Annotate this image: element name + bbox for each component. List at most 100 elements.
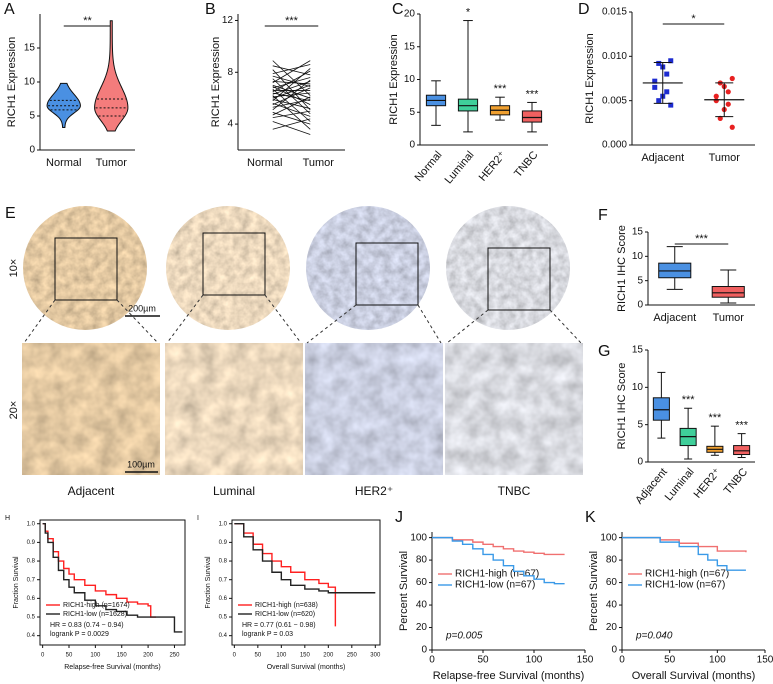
tissue-core-image <box>446 206 570 330</box>
x-tick-label: Adjacent <box>653 312 696 324</box>
panel-f: F RICH1 IHC Score 0 5 10 15 Adjacent Tumor *** <box>598 207 755 324</box>
significance-label: ** <box>83 15 92 27</box>
column-label: HER2⁺ <box>355 484 393 498</box>
y-tick-label: 5 <box>29 111 35 122</box>
annotation: HR = 0.83 (0.74 − 0.94) <box>50 622 124 629</box>
pair-line <box>272 70 311 93</box>
legend-label: RICH1-high (n=638) <box>255 602 318 609</box>
panel-label: G <box>598 343 610 360</box>
x-tick-label: 150 <box>577 655 594 666</box>
y-tick-label: 8 <box>227 67 233 78</box>
panel-e: E Adjacent Luminal HER2⁺ TNBC 10× 20× 200µm 100µ… <box>5 205 583 498</box>
x-tick-label: 100 <box>276 653 287 659</box>
panel-label: F <box>598 207 608 224</box>
x-tick-label: Luminal <box>443 149 477 186</box>
zoom-guide <box>306 304 357 344</box>
x-tick-label: 50 <box>66 653 73 659</box>
panel-b: B RICH1 Expression 4 8 12 Normal Tumor *** <box>205 1 345 169</box>
panel-j: J Percent Survival 0 20 40 60 80 100 0 50 100 150 Re… <box>395 509 594 682</box>
y-tick-label: 40 <box>416 600 428 611</box>
x-tick-label: 0 <box>619 655 625 666</box>
y-tick-label: 0 <box>421 645 427 656</box>
x-tick-label: 0 <box>233 653 237 659</box>
survival-curve <box>432 536 565 585</box>
y-tick-label: 0 <box>611 645 617 656</box>
y-tick-label: 12 <box>222 15 234 26</box>
column-label: TNBC <box>498 484 531 498</box>
pair-line <box>272 102 311 117</box>
x-tick-label: Tumor <box>709 152 741 164</box>
x-tick-label: 100 <box>90 653 101 659</box>
x-tick-label: 250 <box>347 653 358 659</box>
data-point <box>725 89 731 95</box>
y-tick-label: 0.000 <box>602 140 627 151</box>
x-tick-label: 200 <box>323 653 334 659</box>
scale-bar-label: 100µm <box>127 459 155 469</box>
survival-curve <box>42 523 183 633</box>
significance-label: *** <box>494 83 508 95</box>
pair-line <box>272 99 311 108</box>
x-tick-label: 150 <box>117 653 128 659</box>
annotation: p=0.040 <box>635 631 673 642</box>
y-axis-label: Fraction Survival <box>13 556 20 609</box>
x-tick-label: 0 <box>41 653 45 659</box>
x-tick-label: HER2⁺ <box>477 149 509 184</box>
tissue-core-image <box>166 206 290 330</box>
box <box>652 397 670 421</box>
box <box>521 110 543 123</box>
survival-curve <box>42 523 156 618</box>
y-tick-label: 100 <box>600 532 617 543</box>
panel-h: H Fraction Survival 0.4 0.5 0.6 0.7 0.8 0.9 1.0 0… <box>5 515 186 671</box>
zoom-box <box>202 232 266 296</box>
pair-line <box>272 118 311 130</box>
y-tick-label: 20 <box>606 622 618 633</box>
x-tick-label: Adjacent <box>641 152 684 164</box>
zoom-guide <box>116 299 159 344</box>
pair-line <box>272 77 311 89</box>
box <box>457 98 479 112</box>
survival-curve <box>234 523 376 594</box>
pair-line <box>272 99 311 109</box>
y-tick-label: 0.6 <box>219 596 228 602</box>
x-tick-label: Normal <box>46 157 81 169</box>
violin <box>94 20 129 132</box>
y-axis-label: RICH1 Expression <box>388 34 400 124</box>
y-axis-label: RICH1 IHC Score <box>616 363 628 450</box>
significance-label: *** <box>285 15 299 27</box>
annotation: logrank P = 0.03 <box>242 631 293 638</box>
x-tick-label: 100 <box>526 655 543 666</box>
y-tick-label: 15 <box>632 345 644 356</box>
x-tick-label: TNBC <box>512 149 540 180</box>
legend-label: RICH1-low (n=67) <box>645 580 725 591</box>
y-tick-label: 15 <box>404 41 416 52</box>
panel-label: J <box>395 509 403 526</box>
y-axis-label: Percent Survival <box>588 551 600 631</box>
y-axis-label: RICH1 Expression <box>584 33 596 123</box>
box <box>711 286 745 298</box>
y-tick-label: 0.7 <box>27 577 36 583</box>
pair-line <box>272 79 311 111</box>
panel-i: I Fraction Survival 0.4 0.5 0.6 0.7 0.8 0.9 1.0 0… <box>197 515 381 671</box>
panel-label: E <box>5 205 16 222</box>
significance-label: *** <box>682 394 696 406</box>
data-point <box>652 78 658 84</box>
pair-line <box>272 112 311 125</box>
legend-label: RICH1-low (n=620) <box>255 611 315 618</box>
pair-line <box>272 64 311 74</box>
x-tick-label: 200 <box>143 653 154 659</box>
y-tick-label: 0.4 <box>219 633 228 639</box>
y-tick-label: 0 <box>637 457 643 468</box>
zoomed-image <box>165 343 303 475</box>
y-tick-label: 1.0 <box>219 521 228 527</box>
pair-line <box>272 60 311 96</box>
x-tick-label: 50 <box>477 655 489 666</box>
panel-g: G RICH1 IHC Score 0 5 10 15 AdjacentLuminalHER… <box>598 343 755 507</box>
panel-k: K Percent Survival 0 20 40 60 80 100 0 50 100 150Ov… <box>585 509 773 682</box>
data-point <box>729 124 735 130</box>
column-label: Adjacent <box>68 484 115 498</box>
x-axis-label: Overall Survival (months) <box>632 670 755 682</box>
zoom-box <box>355 242 419 306</box>
x-tick-label: Adjacent <box>633 466 670 507</box>
